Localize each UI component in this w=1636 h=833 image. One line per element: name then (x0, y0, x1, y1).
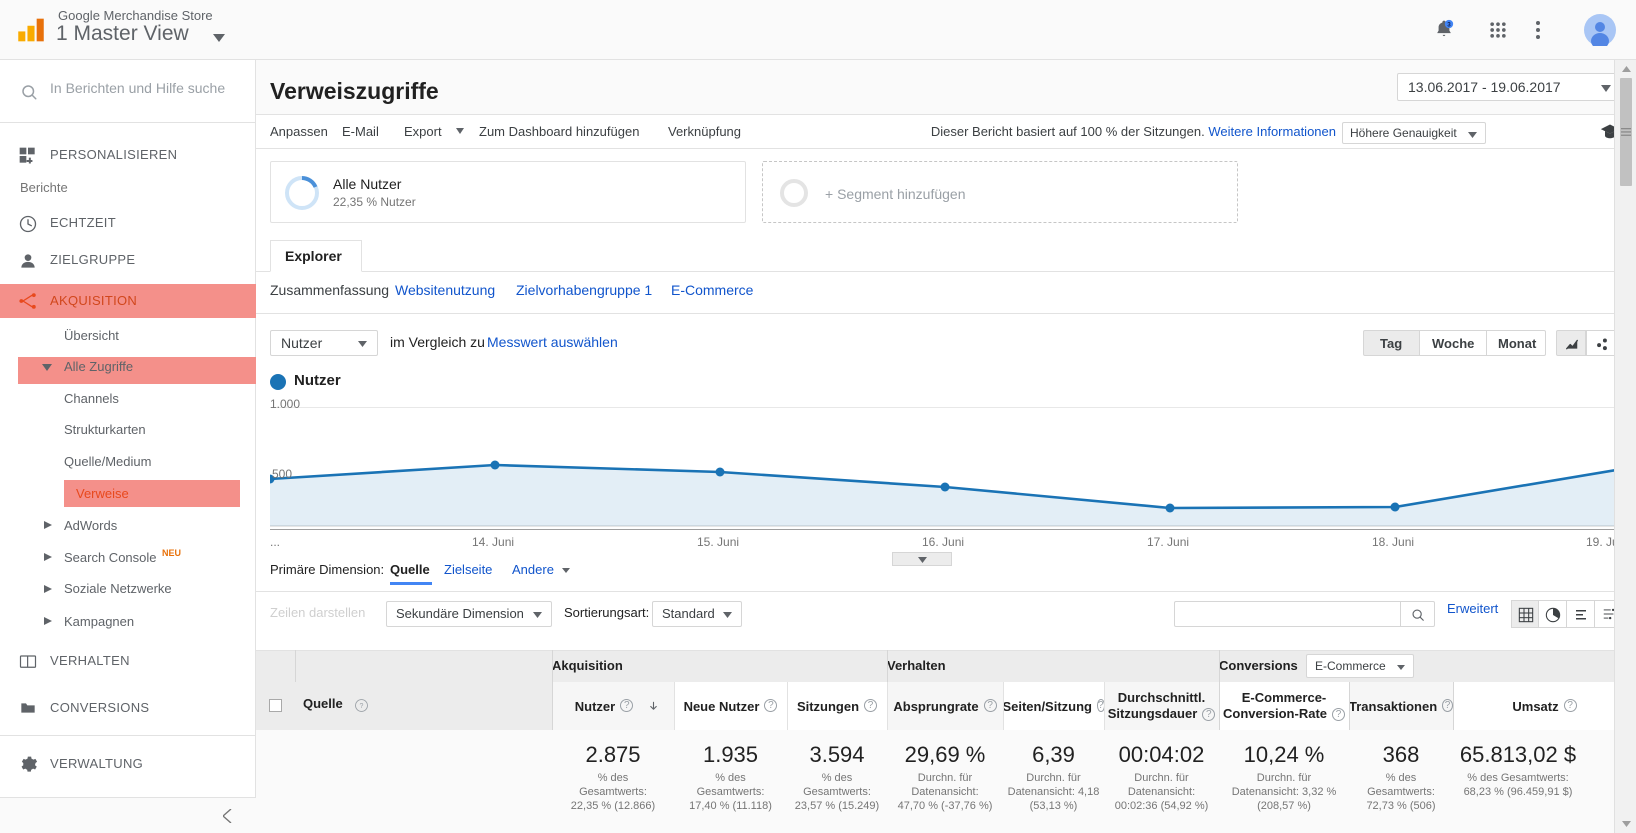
svg-text:3: 3 (1447, 21, 1451, 28)
svg-text:?: ? (360, 703, 364, 710)
